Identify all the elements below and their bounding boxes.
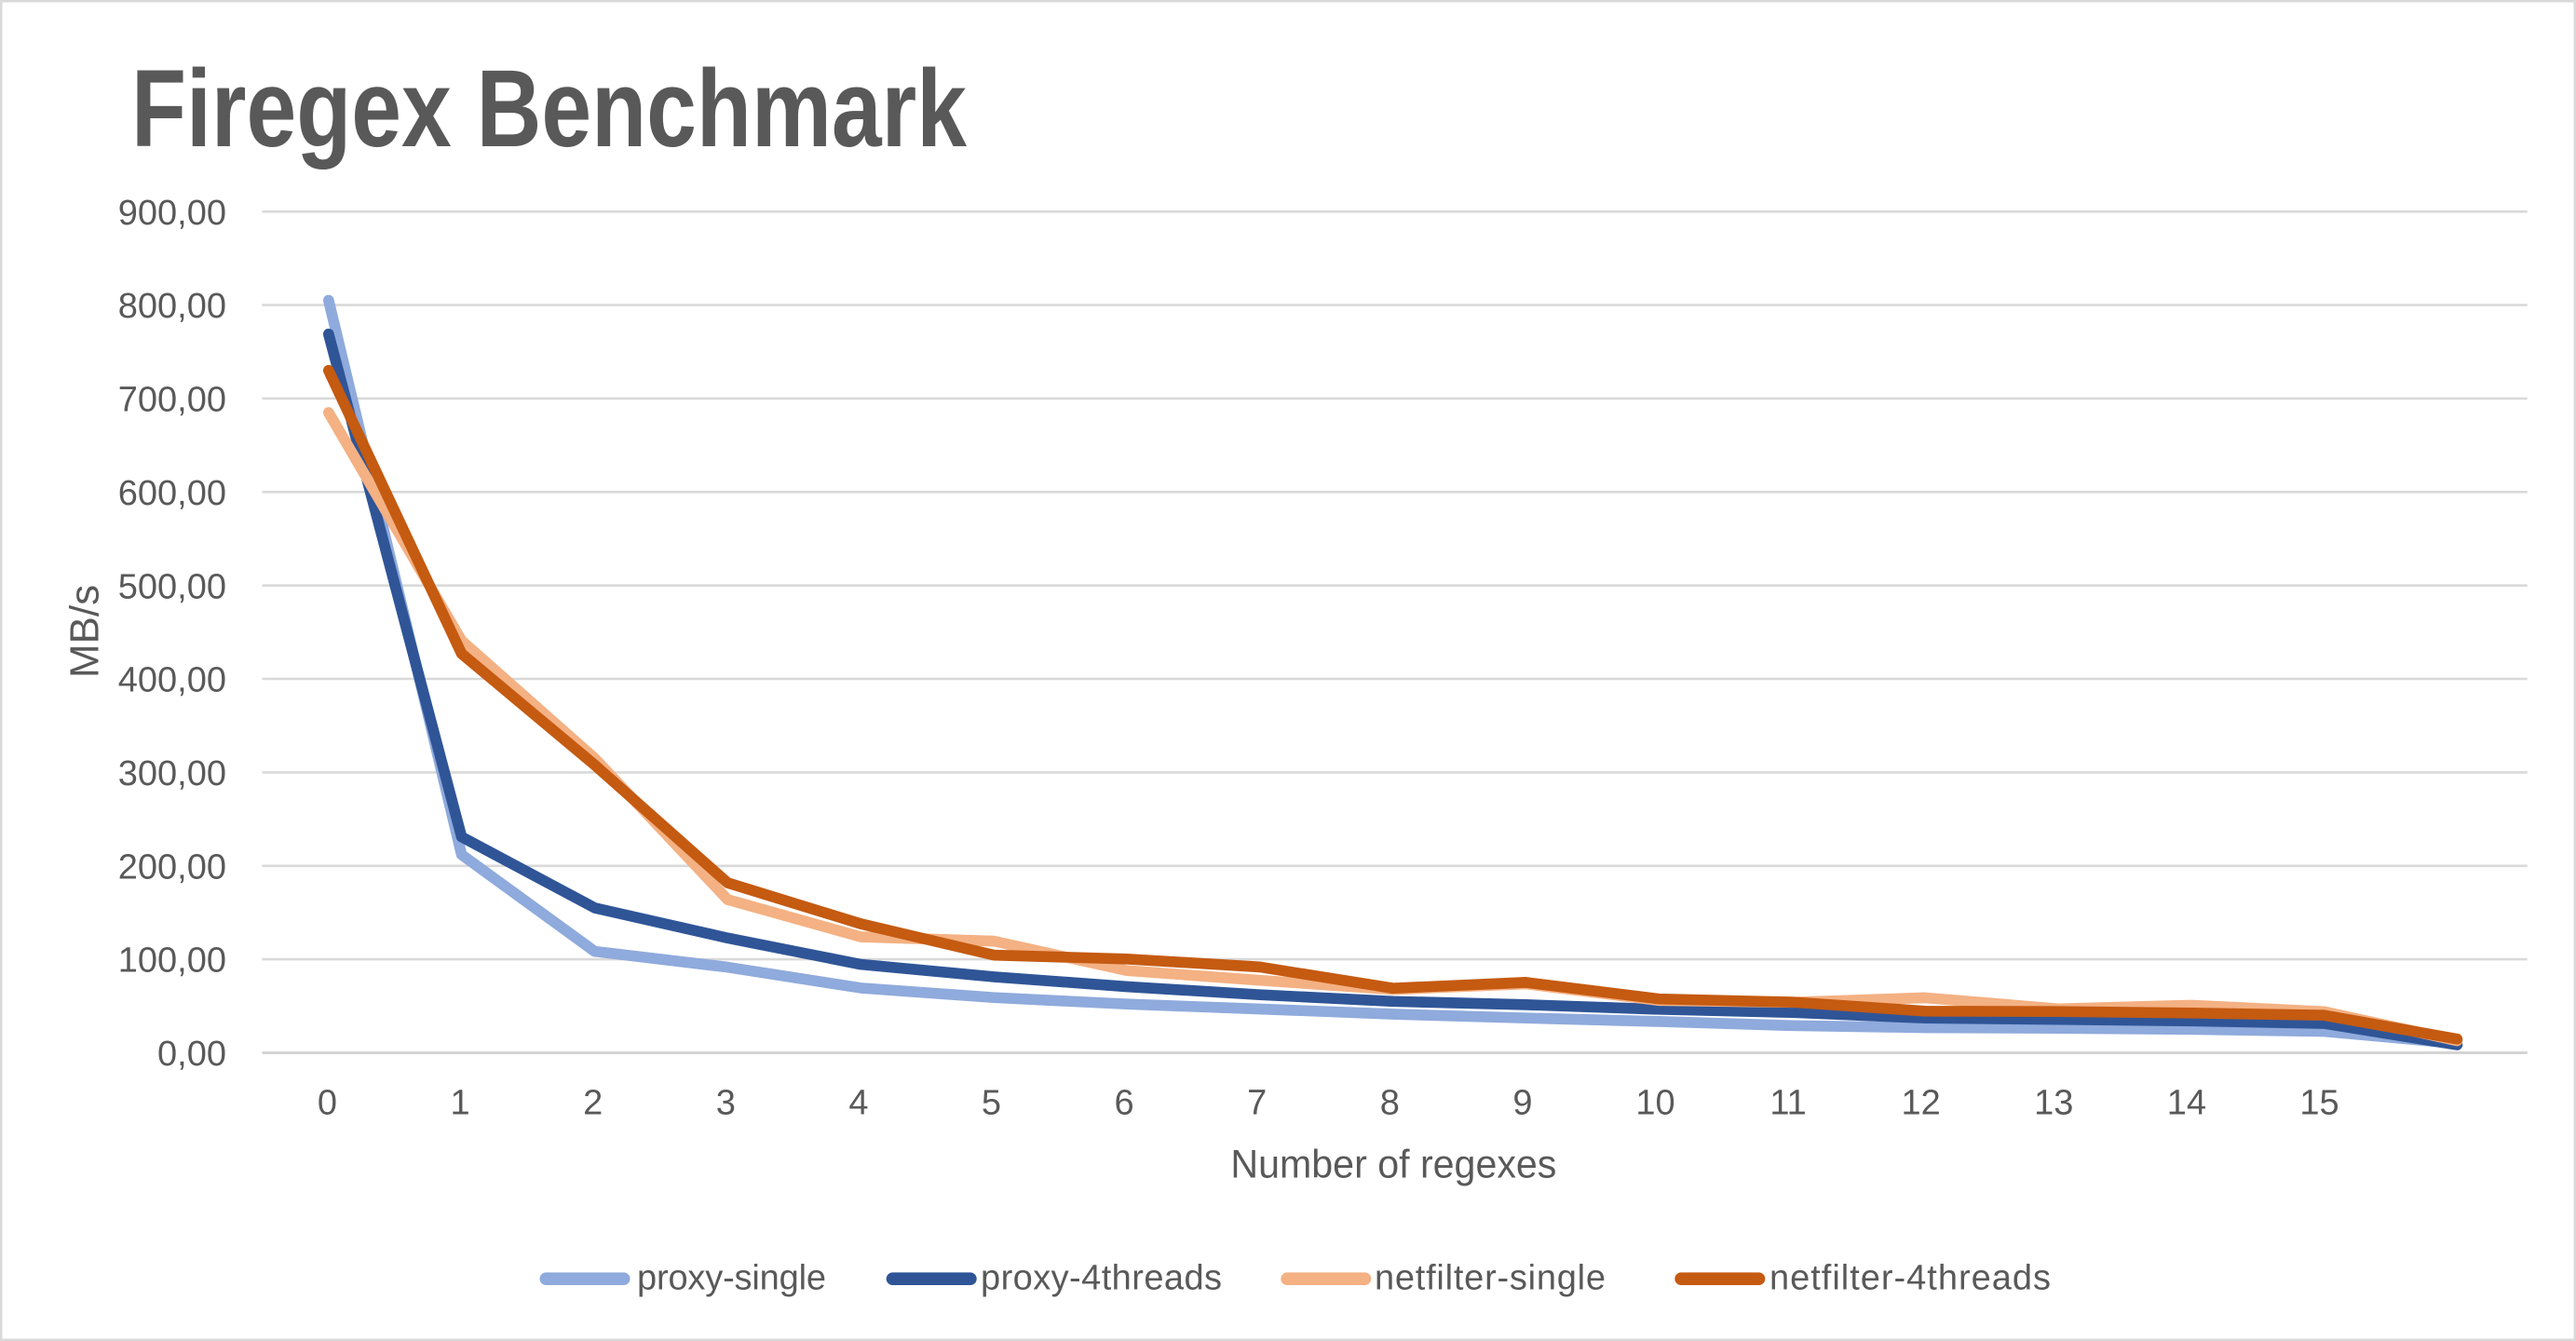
svg-text:900,00: 900,00 (118, 194, 226, 233)
svg-text:11: 11 (1769, 1084, 1806, 1123)
svg-text:600,00: 600,00 (118, 474, 226, 513)
svg-text:300,00: 300,00 (118, 754, 226, 793)
svg-text:200,00: 200,00 (118, 847, 226, 887)
svg-text:13: 13 (2034, 1084, 2073, 1123)
svg-text:netfilter-4threads: netfilter-4threads (1769, 1259, 2051, 1298)
svg-text:8: 8 (1380, 1084, 1400, 1123)
svg-text:4: 4 (848, 1084, 868, 1123)
svg-text:1: 1 (451, 1084, 470, 1123)
svg-text:MB/s: MB/s (62, 585, 108, 678)
svg-text:700,00: 700,00 (118, 381, 226, 420)
svg-text:0: 0 (318, 1084, 337, 1123)
svg-text:netfilter-single: netfilter-single (1375, 1259, 1606, 1298)
svg-text:500,00: 500,00 (118, 567, 226, 606)
svg-text:12: 12 (1902, 1084, 1941, 1123)
svg-text:800,00: 800,00 (118, 287, 226, 326)
svg-text:100,00: 100,00 (118, 941, 226, 981)
svg-text:15: 15 (2299, 1084, 2339, 1123)
svg-text:0,00: 0,00 (157, 1035, 226, 1074)
svg-text:Firegex Benchmark: Firegex Benchmark (131, 47, 967, 170)
svg-text:2: 2 (583, 1084, 603, 1123)
svg-text:7: 7 (1247, 1084, 1267, 1123)
svg-text:10: 10 (1635, 1084, 1674, 1123)
svg-text:400,00: 400,00 (118, 661, 226, 700)
svg-text:6: 6 (1115, 1084, 1134, 1123)
svg-text:3: 3 (716, 1084, 736, 1123)
svg-text:proxy-4threads: proxy-4threads (981, 1259, 1222, 1298)
svg-text:5: 5 (982, 1084, 1001, 1123)
svg-text:9: 9 (1512, 1084, 1532, 1123)
svg-text:14: 14 (2167, 1084, 2206, 1123)
svg-text:proxy-single: proxy-single (637, 1259, 826, 1298)
svg-text:Number of regexes: Number of regexes (1230, 1142, 1556, 1186)
